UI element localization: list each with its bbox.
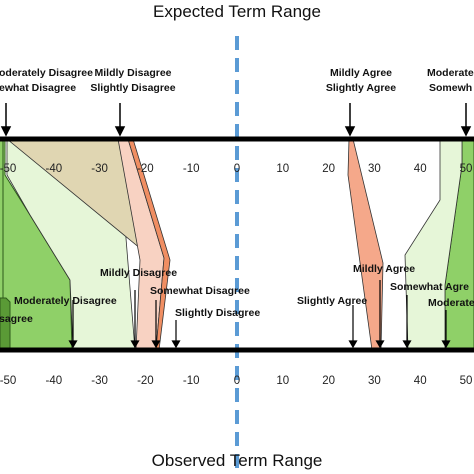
dark-disagree-block [0,297,11,351]
top-label-somewhat-agree: Somewh [429,82,472,94]
top-tick--30: -30 [91,163,108,175]
top-tick-10: 10 [276,163,289,175]
mid-label-somewhat-disagree: Somewhat Disagree [150,285,250,297]
bottom-arrows [68,280,451,349]
top-label-mildly-agree: Mildly Agree [330,67,392,79]
bottom-tick-20: 20 [322,375,335,387]
top-label-moderately-disagree: oderately Disagree [0,67,93,79]
mid-label-slightly-disagree: Slightly Disagree [175,307,260,319]
observed-title: Observed Term Range [152,451,323,470]
top-label-moderately-agree: Moderatel [427,67,474,79]
top-label-somewhat-disagree: ewhat Disagree [0,82,76,94]
top-tick-40: 40 [414,163,427,175]
top-tick--10: -10 [183,163,200,175]
bottom-tick-50: 50 [460,375,473,387]
mid-label-disagree-stub: sagree [0,313,33,325]
mid-label-mildly-agree: Mildly Agree [353,263,415,275]
top-tick--50: -50 [0,163,16,175]
mid-label-somewhat-agree: Somewhat Agre [390,281,469,293]
mid-label-slightly-agree: Slightly Agree [297,295,367,307]
top-tick-labels: -50 -40 -30 -20 -10 0 10 20 30 40 50 [0,163,472,175]
top-tick--20: -20 [137,163,154,175]
bottom-tick-labels: -50 -40 -30 -20 -10 0 10 20 30 40 50 [0,375,472,387]
bottom-tick--20: -20 [137,375,154,387]
mid-label-mildly-disagree: Mildly Disagree [100,267,177,279]
top-label-mildly-disagree: Mildly Disagree [94,67,171,79]
strong-disagree-region [0,139,3,350]
top-tick-30: 30 [368,163,381,175]
bottom-tick--50: -50 [0,375,16,387]
bottom-tick--10: -10 [183,375,200,387]
top-tick--40: -40 [45,163,62,175]
top-label-slightly-disagree: Slightly Disagree [90,82,175,94]
bottom-tick--30: -30 [91,375,108,387]
top-tick-20: 20 [322,163,335,175]
bottom-tick-0: 0 [234,375,240,387]
expected-title: Expected Term Range [153,2,321,21]
top-tick-50: 50 [460,163,473,175]
bottom-tick--40: -40 [45,375,62,387]
mid-label-moderately-agree: Moderate [428,297,474,309]
top-label-slightly-agree: Slightly Agree [326,82,396,94]
bottom-tick-30: 30 [368,375,381,387]
bottom-tick-40: 40 [414,375,427,387]
top-tick-0: 0 [234,163,240,175]
mid-label-moderately-disagree: Moderately Disagree [14,295,117,307]
bottom-tick-10: 10 [276,375,289,387]
top-arrows [0,103,472,137]
